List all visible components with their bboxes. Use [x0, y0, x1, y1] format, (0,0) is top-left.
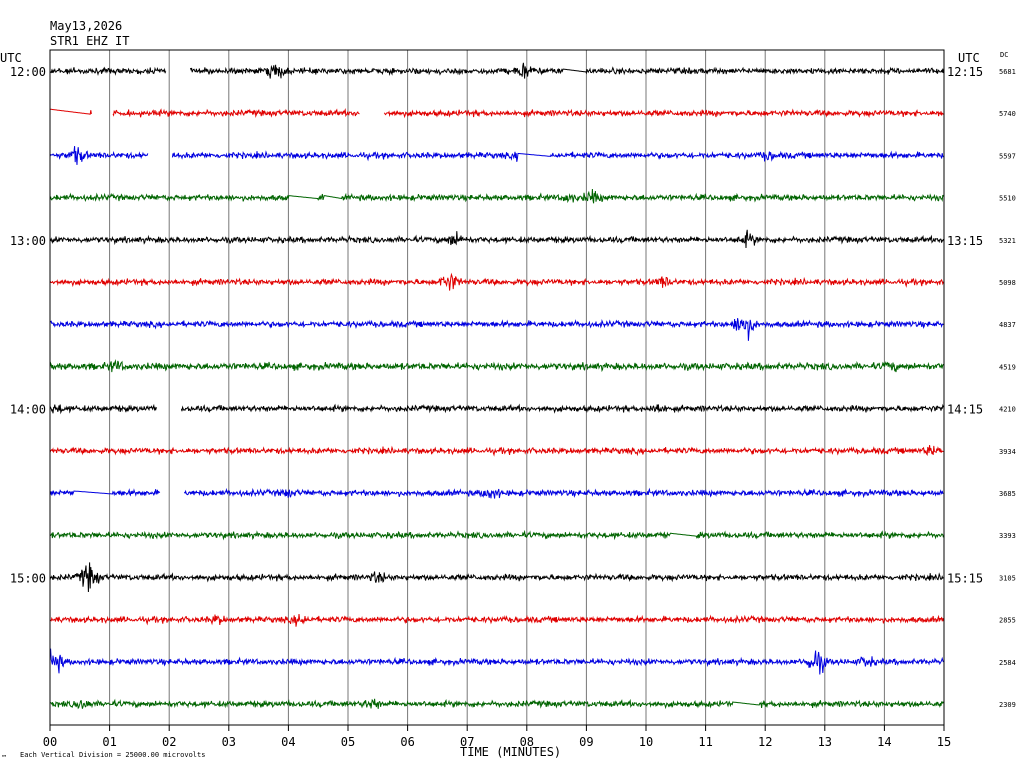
- dc-value: 2584: [999, 659, 1016, 667]
- x-tick-label: 12: [758, 735, 772, 749]
- hour-label-left: 13:00: [10, 234, 46, 248]
- hour-label-left: 14:00: [10, 403, 46, 417]
- trace-row-11: [49, 529, 944, 541]
- dc-value: 5597: [999, 152, 1016, 160]
- trace-group: [49, 62, 944, 710]
- grid: [109, 50, 885, 725]
- dc-value: 2309: [999, 701, 1016, 709]
- trace-row-7: [49, 359, 944, 373]
- dc-value: 3934: [999, 448, 1016, 456]
- x-tick-label: 03: [222, 735, 236, 749]
- trace-row-0: [49, 62, 944, 79]
- station-label: STR1 EHZ IT: [50, 34, 129, 48]
- hour-label-left: 12:00: [10, 65, 46, 79]
- corner-mark: ™: [2, 754, 6, 762]
- dc-value: 4210: [999, 406, 1016, 414]
- dc-value: 5740: [999, 110, 1016, 118]
- dc-value: 2855: [999, 617, 1016, 625]
- dc-value: 5098: [999, 279, 1016, 287]
- trace-row-15: [49, 698, 944, 710]
- trace-row-5: [49, 272, 944, 291]
- trace-row-9: [49, 444, 944, 457]
- hour-labels-right: 12:15 13:15 14:15 15:15: [947, 65, 983, 585]
- hour-label-right: 15:15: [947, 571, 983, 585]
- x-tick-label: 08: [520, 735, 534, 749]
- x-tick-label: 09: [579, 735, 593, 749]
- trace-row-8: [49, 403, 944, 415]
- hour-label-right: 12:15: [947, 65, 983, 79]
- hour-label-right: 13:15: [947, 234, 983, 248]
- x-axis-label: TIME (MINUTES): [460, 745, 561, 759]
- hour-label-left: 15:00: [10, 571, 46, 585]
- x-tick-label: 06: [400, 735, 414, 749]
- dc-value: 4519: [999, 363, 1016, 371]
- trace-row-12: [49, 562, 944, 593]
- trace-row-1: [49, 108, 944, 119]
- trace-row-14: [49, 648, 944, 675]
- trace-row-2: [49, 146, 944, 165]
- x-axis-ticks: 00 01 02 03 04 05 06 07 08 09 10 11 12 13 14 15: [43, 725, 951, 749]
- hour-labels-left: 12:00 13:00 14:00 15:00: [10, 65, 46, 585]
- hour-label-right: 14:15: [947, 403, 983, 417]
- dc-value: 5510: [999, 195, 1016, 203]
- x-tick-label: 15: [937, 735, 951, 749]
- x-tick-label: 04: [281, 735, 295, 749]
- right-utc-label: UTC: [958, 51, 980, 65]
- x-tick-label: 11: [698, 735, 712, 749]
- x-tick-label: 13: [818, 735, 832, 749]
- x-tick-label: 10: [639, 735, 653, 749]
- x-tick-label: 01: [102, 735, 116, 749]
- plot-frame: [49, 49, 945, 726]
- left-utc-label: UTC: [0, 51, 22, 65]
- date-label: May13,2026: [50, 19, 122, 33]
- x-tick-label: 05: [341, 735, 355, 749]
- x-tick-label: 14: [877, 735, 891, 749]
- x-tick-label: 07: [460, 735, 474, 749]
- dc-value: 5681: [999, 68, 1016, 76]
- trace-row-10: [49, 487, 944, 499]
- x-tick-label: 02: [162, 735, 176, 749]
- dc-value: 3105: [999, 574, 1016, 582]
- dc-value: 5321: [999, 237, 1016, 245]
- dc-label: DC: [1000, 51, 1008, 59]
- dc-value: 3393: [999, 532, 1016, 540]
- x-tick-label: 00: [43, 735, 57, 749]
- dc-value: 4837: [999, 321, 1016, 329]
- trace-row-3: [49, 188, 944, 204]
- trace-row-4: [49, 229, 944, 249]
- trace-row-6: [49, 318, 944, 341]
- vertical-division-note: Each Vertical Division = 25000.00 microv…: [20, 751, 205, 759]
- trace-row-13: [49, 614, 944, 627]
- dc-values: 5681 5740 5597 5510 5321 5098 4837 4519 4210 3934…: [999, 68, 1016, 709]
- dc-value: 3685: [999, 490, 1016, 498]
